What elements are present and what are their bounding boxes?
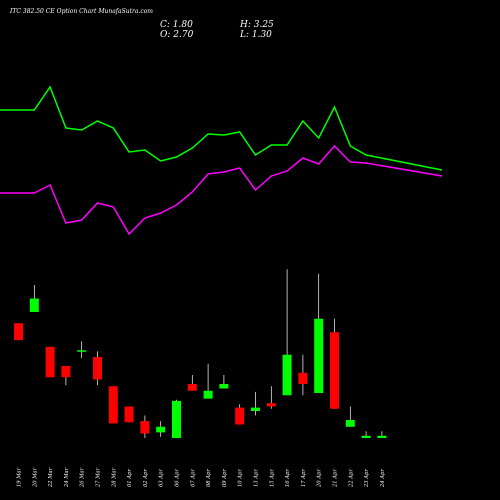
x-tick-label: 19 Mar [17, 467, 23, 487]
x-tick-label: 16 Apr [285, 469, 291, 487]
x-tick-label: 20 Mar [32, 467, 38, 488]
x-tick-label: 26 Mar [80, 467, 86, 488]
candle-body [361, 435, 371, 438]
candle-body [45, 346, 55, 378]
x-tick-label: 02 Apr [143, 469, 149, 487]
candle-body [14, 323, 23, 341]
close-value: C: 1.80 [160, 20, 193, 30]
candle-body [314, 318, 324, 393]
candle-body [251, 407, 260, 411]
high-value: H: 3.25 [240, 20, 274, 30]
candle-body [203, 390, 213, 399]
candle-body [29, 298, 39, 312]
x-tick-label: 28 Mar [111, 467, 117, 488]
upper-indicator-line [0, 85, 443, 171]
x-tick-label: 21 Apr [333, 469, 339, 488]
x-tick-label: 15 Apr [269, 469, 275, 487]
candle-body [156, 426, 166, 433]
x-tick-label: 03 Apr [159, 469, 165, 487]
candle-body [219, 384, 229, 389]
x-tick-label: 22 Apr [348, 469, 354, 488]
candle-body [172, 400, 181, 438]
candle-body [298, 372, 308, 384]
x-tick-label: 08 Apr [206, 469, 212, 487]
candle-body [377, 435, 387, 438]
candle-body [266, 403, 276, 407]
lower-indicator-line [0, 144, 443, 236]
candle-body [124, 406, 134, 423]
chart-title: ITC 382.50 CE Option Chart MunafaSutra.c… [10, 8, 153, 15]
open-value: O: 2.70 [160, 30, 194, 40]
candle-body [108, 386, 118, 424]
candle-body [345, 420, 355, 427]
x-tick-label: 27 Mar [96, 467, 102, 488]
x-tick-label: 22 Mar [48, 467, 54, 488]
candle-body [282, 354, 292, 396]
x-tick-label: 23 Apr [364, 469, 370, 488]
x-tick-label: 20 Apr [317, 469, 323, 488]
candle-body [93, 357, 102, 380]
x-tick-label: 10 Apr [238, 469, 244, 487]
x-tick-label: 06 Apr [175, 469, 181, 487]
x-tick-label: 13 Apr [254, 469, 260, 487]
x-tick-label: 09 Apr [222, 469, 228, 487]
candle-body [61, 366, 71, 378]
candle-body [235, 407, 245, 425]
candle-body [187, 384, 197, 391]
candle-body [77, 350, 87, 352]
x-tick-label: 17 Apr [301, 469, 307, 487]
candle-body [140, 421, 150, 434]
x-tick-label: 01 Apr [127, 469, 133, 487]
x-tick-label: 24 Apr [380, 469, 386, 488]
candle-body [330, 332, 339, 409]
low-value: L: 1.30 [240, 30, 272, 40]
x-tick-label: 24 Mar [64, 467, 70, 488]
x-tick-label: 07 Apr [190, 469, 196, 487]
